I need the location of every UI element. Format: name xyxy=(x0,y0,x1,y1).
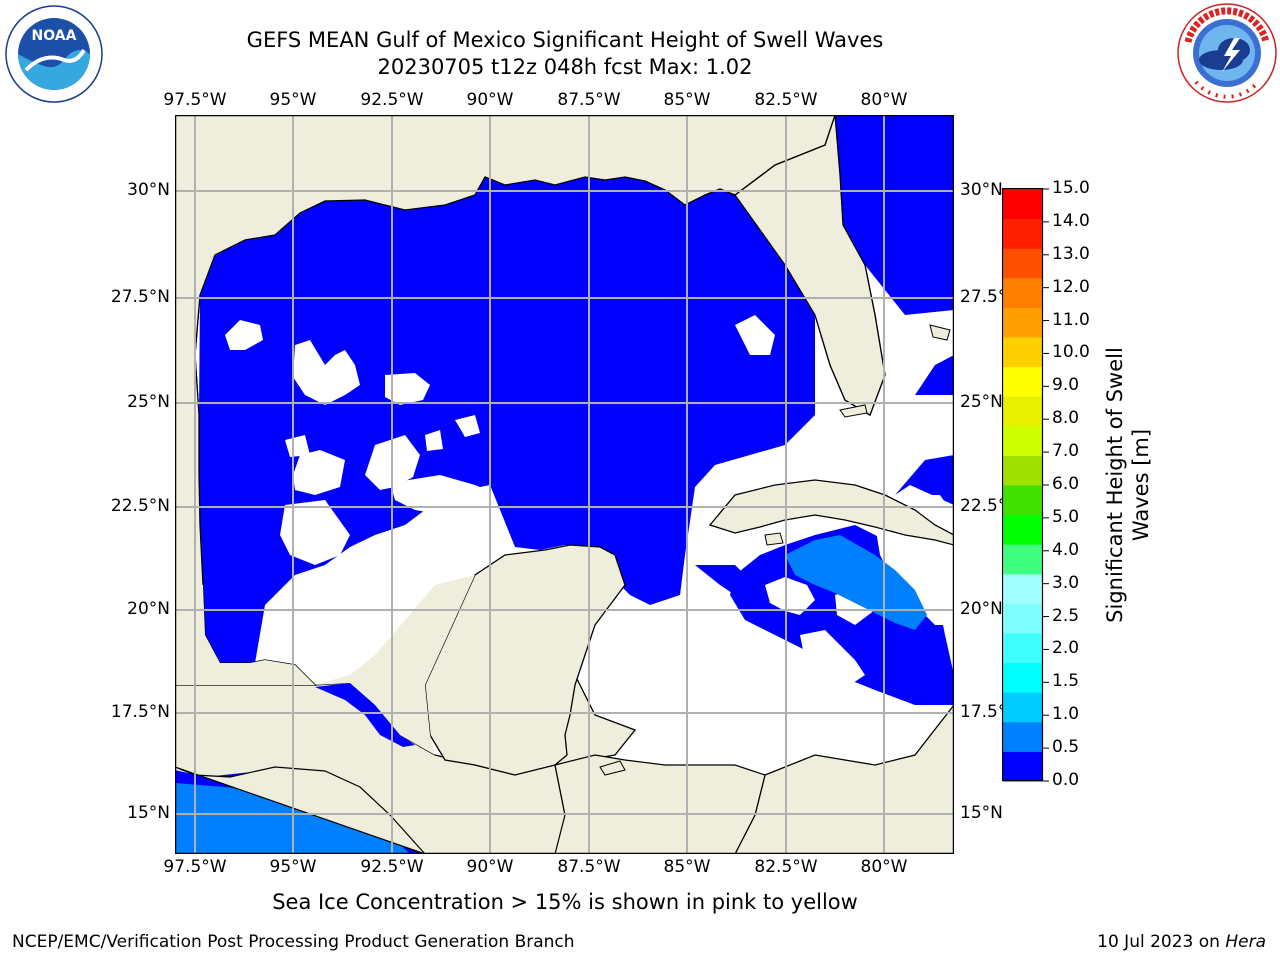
florida-keys xyxy=(839,404,868,418)
colorbar-band xyxy=(1003,573,1043,604)
colorbar-band xyxy=(1003,544,1043,575)
colorbar-tick-label: 4.0 xyxy=(1052,539,1080,560)
colorbar-tick-label: 0.0 xyxy=(1052,770,1080,790)
lon-label: 82.5°W xyxy=(754,857,818,877)
colorbar-tick-label: 14.0 xyxy=(1052,210,1090,231)
colorbar-tick-label: 15.0 xyxy=(1052,178,1090,198)
footer-date: 10 Jul 2023 on Hera xyxy=(1097,932,1266,952)
lat-label: 20°N xyxy=(127,599,170,619)
colorbar-tick-label: 11.0 xyxy=(1052,309,1090,330)
colorbar-tick-label: 1.0 xyxy=(1052,704,1080,725)
colorbar-tick-label: 10.0 xyxy=(1052,342,1090,363)
lon-label: 97.5°W xyxy=(163,857,227,877)
colorbar-band xyxy=(1003,692,1043,723)
lat-label: 27.5°N xyxy=(110,287,170,307)
lat-label: 15°N xyxy=(127,803,170,823)
lon-label: 87.5°W xyxy=(557,857,621,877)
noaa-logo: NOAA xyxy=(5,5,103,103)
lon-label: 95°W xyxy=(269,857,317,877)
colorbar-band xyxy=(1003,485,1043,516)
lon-label: 97.5°W xyxy=(163,90,227,110)
lat-label: 17.5°N xyxy=(110,702,170,722)
mexico-west xyxy=(175,575,475,755)
swell-field-0-0.5 xyxy=(199,115,954,747)
colorbar-band xyxy=(1003,751,1043,782)
lat-label: 30°N xyxy=(127,180,170,200)
svg-text:NOAA: NOAA xyxy=(32,28,77,44)
footer-host: Hera xyxy=(1225,932,1266,952)
colorbar-tick-label: 2.5 xyxy=(1052,605,1080,626)
bahamas-island xyxy=(929,324,951,341)
yucatan xyxy=(424,544,626,776)
lon-label: 90°W xyxy=(466,90,514,110)
footer-credit: NCEP/EMC/Verification Post Processing Pr… xyxy=(12,932,575,952)
lon-label: 92.5°W xyxy=(360,857,424,877)
lon-label: 92.5°W xyxy=(360,90,424,110)
lat-label: 15°N xyxy=(960,803,1003,823)
small-island xyxy=(599,760,626,776)
colorbar-band xyxy=(1003,662,1043,693)
colorbar-ticks xyxy=(1042,188,1049,782)
isla-juventud xyxy=(764,532,784,546)
colorbar-tick-label: 13.0 xyxy=(1052,243,1090,264)
colorbar-tick-label: 8.0 xyxy=(1052,408,1080,429)
colorbar-tick-label: 12.0 xyxy=(1052,276,1090,297)
chart-subtitle: 20230705 t12z 048h fcst Max: 1.02 xyxy=(377,55,753,79)
colorbar-band xyxy=(1003,396,1043,427)
lon-label: 85°W xyxy=(663,857,711,877)
colorbar-tick-label: 9.0 xyxy=(1052,375,1080,396)
colorbar-band xyxy=(1003,633,1043,664)
colorbar-band xyxy=(1003,277,1043,308)
lon-label: 82.5°W xyxy=(754,90,818,110)
colorbar-bands xyxy=(1003,189,1043,782)
lon-label: 80°W xyxy=(860,857,908,877)
lon-label: 90°W xyxy=(466,857,514,877)
lon-label: 85°W xyxy=(663,90,711,110)
colorbar-band xyxy=(1003,248,1043,279)
colorbar-tick-label: 1.5 xyxy=(1052,671,1080,692)
lat-label: 25°N xyxy=(960,392,1003,412)
sea-ice-note: Sea Ice Concentration > 15% is shown in … xyxy=(272,890,858,914)
colorbar-band xyxy=(1003,366,1043,397)
lat-label: 20°N xyxy=(960,599,1003,619)
colorbar-band xyxy=(1003,218,1043,249)
map-frame xyxy=(175,115,954,854)
nws-logo xyxy=(1177,3,1277,103)
lat-label: 22.5°N xyxy=(110,496,170,516)
lon-label: 80°W xyxy=(860,90,908,110)
footer-date-text: 10 Jul 2023 on xyxy=(1097,932,1226,952)
colorbar-tick-label: 7.0 xyxy=(1052,441,1080,462)
colorbar-band xyxy=(1003,455,1043,486)
colorbar-tick-label: 0.5 xyxy=(1052,737,1080,758)
lon-label: 87.5°W xyxy=(557,90,621,110)
graticule xyxy=(175,115,954,854)
lon-label: 95°W xyxy=(269,90,317,110)
colorbar-tick-label: 6.0 xyxy=(1052,474,1080,494)
central-america-coast xyxy=(175,754,766,854)
map-panel xyxy=(175,115,954,854)
chart-title: GEFS MEAN Gulf of Mexico Significant Hei… xyxy=(246,28,884,52)
colorbar-title: Significant Height of Swell Waves [m] xyxy=(1103,347,1153,623)
colorbar-band xyxy=(1003,337,1043,368)
colorbar-tick-label: 3.0 xyxy=(1052,572,1080,593)
colorbar-band xyxy=(1003,189,1043,220)
lat-label: 30°N xyxy=(960,180,1003,200)
colorbar-band xyxy=(1003,425,1043,456)
colorbar-tick-label: 2.0 xyxy=(1052,638,1080,659)
colorbar-tick-label: 5.0 xyxy=(1052,506,1080,527)
colorbar xyxy=(1002,188,1044,782)
colorbar-band xyxy=(1003,603,1043,634)
swell-field-0.5-1.0 xyxy=(785,535,927,630)
colorbar-band xyxy=(1003,721,1043,752)
lat-label: 25°N xyxy=(127,392,170,412)
colorbar-band xyxy=(1003,514,1043,545)
colorbar-band xyxy=(1003,307,1043,338)
